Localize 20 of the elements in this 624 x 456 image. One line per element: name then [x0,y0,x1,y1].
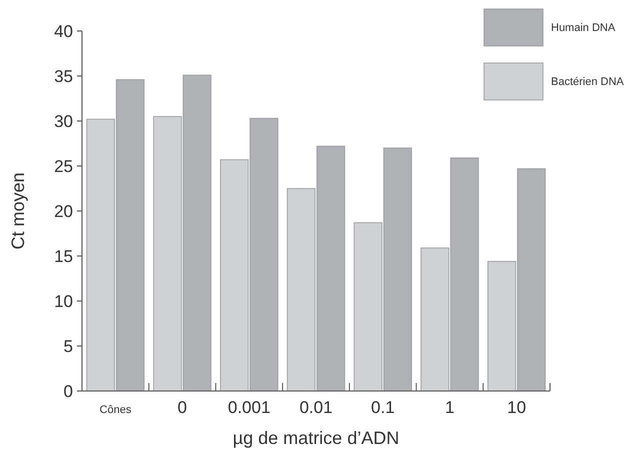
x-tick-label: 1 [444,398,454,417]
y-tick-label: 15 [54,246,73,266]
y-axis-title: Ct moyen [8,172,28,250]
x-axis-title: µg de matrice d’ADN [232,428,400,448]
y-tick-label: 5 [64,336,73,356]
x-tick-label: 10 [507,398,526,417]
y-tick-label: 30 [54,112,73,131]
y-tick-label: 10 [54,292,73,311]
text: Humain DNA [551,22,616,34]
y-tick-label: 20 [54,202,73,221]
x-tick-label: 0 [178,398,188,417]
x-tick-label: 0.1 [371,398,395,417]
y-tick-label: 0 [64,382,73,401]
text: Bactérien DNA [551,76,624,88]
x-tick-label: 0.001 [228,398,270,417]
x-tick-label: 0.01 [299,398,333,417]
x-tick-label: Cônes [100,404,132,416]
y-tick-label: 35 [54,66,73,86]
y-tick-label: 40 [54,22,73,41]
y-tick-label: 25 [54,156,73,176]
